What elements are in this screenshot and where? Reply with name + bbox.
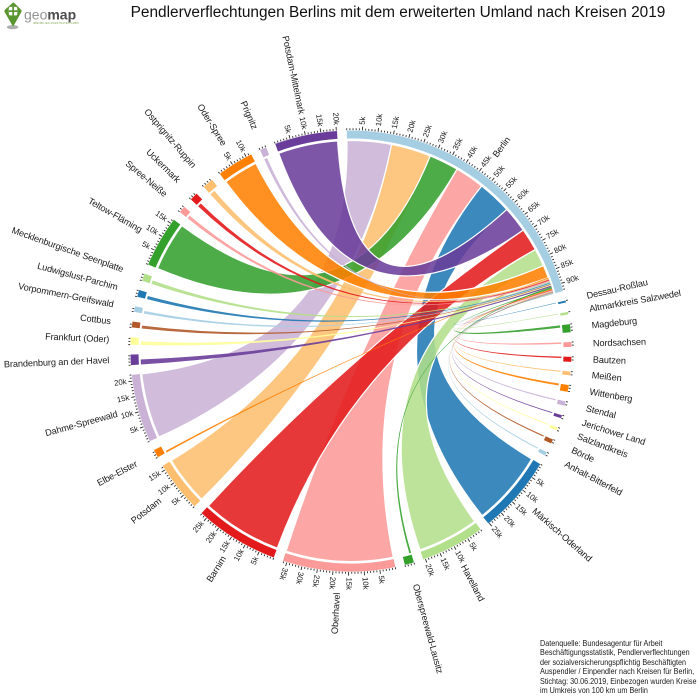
svg-text:15k: 15k — [344, 577, 353, 590]
svg-text:20k: 20k — [204, 529, 219, 545]
svg-text:geomap: geomap — [24, 7, 76, 23]
svg-text:15k: 15k — [314, 114, 325, 128]
svg-text:Teltow-Fläming: Teltow-Fläming — [86, 196, 143, 235]
svg-text:5k: 5k — [282, 124, 293, 134]
svg-text:10k: 10k — [374, 113, 384, 127]
svg-text:15k: 15k — [439, 556, 452, 571]
svg-text:10k: 10k — [361, 577, 371, 590]
svg-text:25k: 25k — [311, 574, 322, 588]
svg-text:10k: 10k — [232, 547, 246, 562]
svg-text:Barnim: Barnim — [205, 554, 229, 584]
svg-text:5k: 5k — [534, 477, 546, 489]
svg-text:Nordsachsen: Nordsachsen — [593, 337, 646, 349]
svg-text:Dahme-Spreewald: Dahme-Spreewald — [44, 409, 119, 438]
svg-text:20k: 20k — [502, 514, 517, 529]
svg-text:20k: 20k — [424, 563, 437, 578]
svg-text:50k: 50k — [492, 164, 507, 180]
svg-text:10k: 10k — [144, 223, 160, 237]
svg-text:Havelland: Havelland — [459, 563, 486, 603]
svg-text:10k: 10k — [453, 549, 467, 564]
svg-text:70k: 70k — [536, 213, 552, 228]
svg-text:15k: 15k — [390, 115, 401, 129]
svg-text:Märkisch-Oderland: Märkisch-Oderland — [530, 506, 594, 564]
svg-text:Stendal: Stendal — [585, 403, 617, 420]
svg-text:Wittenberg: Wittenberg — [589, 387, 634, 404]
svg-text:85k: 85k — [559, 257, 574, 270]
svg-text:5k: 5k — [222, 150, 234, 162]
svg-text:Anhalt-Bitterfeld: Anhalt-Bitterfeld — [563, 459, 624, 498]
svg-text:25k: 25k — [490, 524, 505, 540]
svg-text:Berlin: Berlin — [491, 135, 513, 159]
svg-text:20k: 20k — [406, 119, 418, 134]
svg-text:Brandenburg an der Havel: Brandenburg an der Havel — [4, 355, 110, 369]
svg-text:25k: 25k — [191, 519, 206, 534]
svg-text:10k: 10k — [524, 490, 540, 505]
svg-text:15k: 15k — [218, 539, 232, 555]
svg-text:Prignitz: Prignitz — [239, 99, 260, 131]
svg-text:20k: 20k — [331, 112, 341, 125]
svg-text:Cottbus: Cottbus — [79, 313, 111, 327]
svg-text:5k: 5k — [129, 424, 140, 435]
svg-text:80k: 80k — [552, 242, 567, 256]
svg-text:5k: 5k — [377, 575, 387, 584]
svg-text:Oberspreewald-Lausitz: Oberspreewald-Lausitz — [411, 583, 445, 675]
svg-text:10k: 10k — [156, 482, 172, 497]
svg-text:30k: 30k — [294, 571, 306, 585]
svg-text:15k: 15k — [154, 209, 170, 224]
svg-text:Mecklenburgische Seenplatte: Mecklenburgische Seenplatte — [10, 225, 124, 274]
svg-text:5k: 5k — [358, 116, 367, 125]
svg-text:Elbe-Elster: Elbe-Elster — [95, 459, 138, 488]
svg-text:35k: 35k — [278, 567, 290, 582]
svg-text:Meißen: Meißen — [591, 370, 622, 383]
svg-text:10k: 10k — [298, 116, 309, 130]
svg-text:90k: 90k — [565, 273, 580, 285]
svg-text:15k: 15k — [147, 469, 163, 483]
svg-text:Potsdam: Potsdam — [129, 496, 164, 526]
svg-text:Bautzen: Bautzen — [593, 355, 626, 366]
svg-text:35k: 35k — [451, 136, 465, 151]
svg-text:25k: 25k — [421, 124, 434, 139]
svg-text:IMMOBILIEN MARKTDATEN GMBH: IMMOBILIEN MARKTDATEN GMBH — [33, 22, 79, 25]
svg-text:5k: 5k — [467, 541, 479, 553]
svg-text:Oberhavel: Oberhavel — [330, 592, 342, 634]
svg-text:45k: 45k — [479, 153, 494, 169]
svg-text:5k: 5k — [140, 239, 152, 251]
svg-text:Magdeburg: Magdeburg — [591, 316, 637, 331]
svg-text:5k: 5k — [170, 495, 182, 507]
svg-text:Oder-Spree: Oder-Spree — [195, 102, 228, 147]
svg-text:Potsdam-Mittelmark: Potsdam-Mittelmark — [280, 35, 306, 116]
svg-text:65k: 65k — [526, 199, 542, 214]
svg-text:5k: 5k — [249, 555, 261, 566]
svg-text:30k: 30k — [436, 129, 449, 144]
svg-text:20k: 20k — [113, 377, 127, 388]
svg-text:15k: 15k — [116, 393, 130, 404]
svg-text:Frankfurt (Oder): Frankfurt (Oder) — [45, 331, 110, 344]
svg-text:15k: 15k — [514, 502, 529, 517]
svg-text:10k: 10k — [234, 138, 248, 153]
svg-text:55k: 55k — [504, 175, 519, 190]
svg-text:10k: 10k — [120, 409, 135, 421]
svg-text:60k: 60k — [515, 187, 530, 202]
svg-text:20k: 20k — [327, 576, 337, 589]
svg-text:40k: 40k — [465, 144, 479, 160]
svg-text:75k: 75k — [545, 227, 560, 241]
